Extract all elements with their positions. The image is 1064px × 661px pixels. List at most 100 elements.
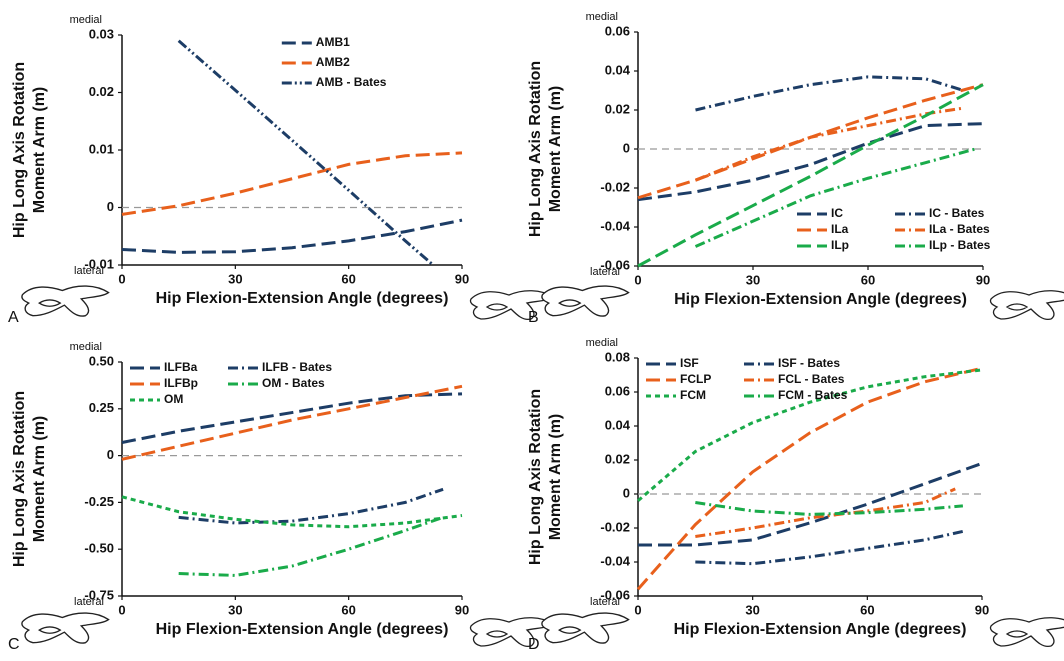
- x-tick-label: 90: [455, 602, 469, 617]
- y-tick-label: -0.75: [84, 587, 114, 602]
- y-tick-label: -0.01: [84, 256, 114, 271]
- panel-letter: D: [528, 636, 540, 653]
- pelvis-icon: [989, 290, 1064, 321]
- lateral-label: lateral: [74, 596, 104, 608]
- data-line: [638, 461, 983, 547]
- y-tick-label: -0.25: [84, 494, 114, 509]
- y-axis-label: Hip Long Axis Rotation: [527, 61, 544, 237]
- x-tick-label: 30: [228, 602, 242, 617]
- y-tick-label: -0.50: [84, 541, 114, 556]
- x-tick-label: 0: [118, 271, 125, 286]
- x-tick-label: 0: [118, 602, 125, 617]
- data-line: [695, 501, 964, 516]
- legend-label: ISF - Bates: [778, 356, 840, 370]
- x-tick-label: 60: [861, 272, 875, 287]
- data-line: [695, 75, 965, 112]
- y-tick-label: 0: [623, 485, 630, 500]
- y-axis-label: Hip Long Axis Rotation: [527, 389, 544, 565]
- pelvis-icon: [989, 617, 1064, 648]
- legend-label: FCM: [680, 388, 706, 402]
- pelvis-icon: [541, 612, 630, 644]
- data-line: [637, 83, 984, 268]
- y-tick-label: 0.04: [605, 417, 631, 432]
- y-axis-label: Hip Long Axis Rotation: [11, 62, 28, 238]
- legend-label: FCM - Bates: [778, 388, 848, 402]
- panel-letter: C: [8, 636, 20, 653]
- x-tick-label: 0: [634, 272, 641, 287]
- y-tick-label: -0.02: [600, 519, 630, 534]
- y-tick-label: 0: [107, 447, 114, 462]
- y-axis-label: Moment Arm (m): [31, 416, 48, 543]
- pelvis-icon: [469, 617, 554, 648]
- lateral-label: lateral: [590, 596, 620, 608]
- pelvis-icon: [469, 290, 554, 321]
- legend-label: IC: [831, 206, 843, 220]
- medial-label: medial: [586, 337, 618, 349]
- legend-label: ILFBa: [164, 360, 198, 374]
- x-tick-label: 60: [341, 602, 355, 617]
- y-tick-label: 0: [107, 199, 114, 214]
- x-tick-label: 0: [634, 602, 641, 617]
- y-tick-label: 0.02: [605, 451, 630, 466]
- x-tick-label: 30: [745, 602, 759, 617]
- legend-label: AMB2: [316, 55, 350, 69]
- data-line: [637, 83, 984, 200]
- y-tick-label: 0.03: [89, 26, 114, 41]
- legend-label: ILp - Bates: [929, 238, 991, 252]
- legend-label: FCL - Bates: [778, 372, 845, 386]
- x-axis-label: Hip Flexion-Extension Angle (degrees): [156, 290, 449, 307]
- medial-label: medial: [70, 14, 102, 26]
- y-tick-label: -0.06: [600, 257, 630, 272]
- legend-label: ILa: [831, 222, 849, 236]
- x-tick-label: 90: [975, 602, 989, 617]
- y-axis-label: Moment Arm (m): [547, 86, 564, 213]
- data-line: [695, 487, 956, 538]
- legend-label: OM - Bates: [262, 376, 325, 390]
- legend-label: ILp: [831, 238, 849, 252]
- data-line: [178, 515, 444, 577]
- data-line: [637, 122, 984, 202]
- panel-letter: B: [528, 309, 539, 326]
- data-line: [636, 366, 983, 591]
- y-tick-label: -0.06: [600, 587, 630, 602]
- x-tick-label: 30: [746, 272, 760, 287]
- lateral-label: lateral: [590, 266, 620, 278]
- y-tick-label: 0.01: [89, 141, 114, 156]
- data-line: [637, 368, 983, 502]
- legend-label: ILFB - Bates: [262, 360, 332, 374]
- y-tick-label: 0.02: [89, 84, 114, 99]
- y-tick-label: 0.06: [605, 383, 630, 398]
- legend-label: ILa - Bates: [929, 222, 990, 236]
- y-tick-label: 0.08: [605, 349, 630, 364]
- y-axis-label: Hip Long Axis Rotation: [11, 391, 28, 567]
- y-axis-label: Moment Arm (m): [31, 87, 48, 214]
- pelvis-icon: [541, 285, 630, 317]
- data-line: [177, 39, 433, 265]
- x-axis-label: Hip Flexion-Extension Angle (degrees): [674, 291, 967, 308]
- legend-label: AMB - Bates: [316, 75, 387, 89]
- medial-label: medial: [70, 341, 102, 353]
- x-axis-label: Hip Flexion-Extension Angle (degrees): [156, 621, 449, 638]
- data-line: [121, 151, 463, 216]
- y-axis-label: Moment Arm (m): [547, 414, 564, 541]
- legend-label: AMB1: [316, 35, 350, 49]
- y-tick-label: 0.04: [605, 62, 631, 77]
- x-tick-label: 90: [976, 272, 990, 287]
- data-line: [178, 487, 444, 525]
- data-line: [121, 384, 463, 461]
- x-tick-label: 30: [228, 271, 242, 286]
- y-tick-label: -0.02: [600, 179, 630, 194]
- x-tick-label: 60: [860, 602, 874, 617]
- medial-label: medial: [586, 11, 618, 23]
- y-tick-label: -0.04: [600, 218, 630, 233]
- legend-label: ISF: [680, 356, 699, 370]
- y-tick-label: 0.25: [89, 400, 114, 415]
- data-line: [694, 106, 965, 182]
- data-line: [694, 147, 976, 248]
- lateral-label: lateral: [74, 265, 104, 277]
- legend-label: ILFBp: [164, 376, 198, 390]
- x-axis-label: Hip Flexion-Extension Angle (degrees): [674, 621, 967, 638]
